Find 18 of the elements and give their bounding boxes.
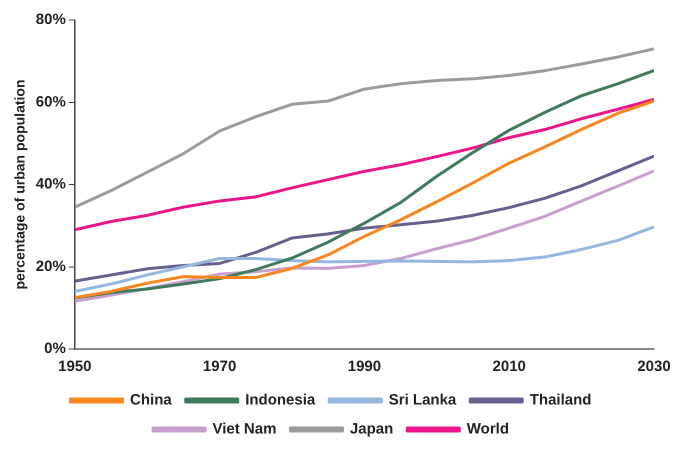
y-tick-label: 20% <box>36 258 66 275</box>
y-tick-label: 0% <box>44 340 66 358</box>
x-tick-label: 1950 <box>58 358 92 376</box>
legend-label: China <box>130 392 172 409</box>
legend-label: Thailand <box>530 392 592 409</box>
legend-label: Viet Nam <box>212 420 276 438</box>
x-tick-label: 2010 <box>492 358 526 376</box>
y-axis-title: percentage of urban population <box>11 79 28 290</box>
x-tick-label: 1970 <box>202 358 236 376</box>
legend-label: Indonesia <box>245 392 316 409</box>
y-tick-label: 60% <box>36 93 66 110</box>
legend-label: Sri Lanka <box>388 392 457 409</box>
y-tick-label: 40% <box>36 176 66 193</box>
x-tick-label: 2030 <box>637 358 671 376</box>
legend-label: Japan <box>350 420 394 438</box>
legend-label: World <box>466 420 509 438</box>
x-tick-label: 1990 <box>348 358 382 376</box>
y-tick-label: 80% <box>36 11 66 28</box>
